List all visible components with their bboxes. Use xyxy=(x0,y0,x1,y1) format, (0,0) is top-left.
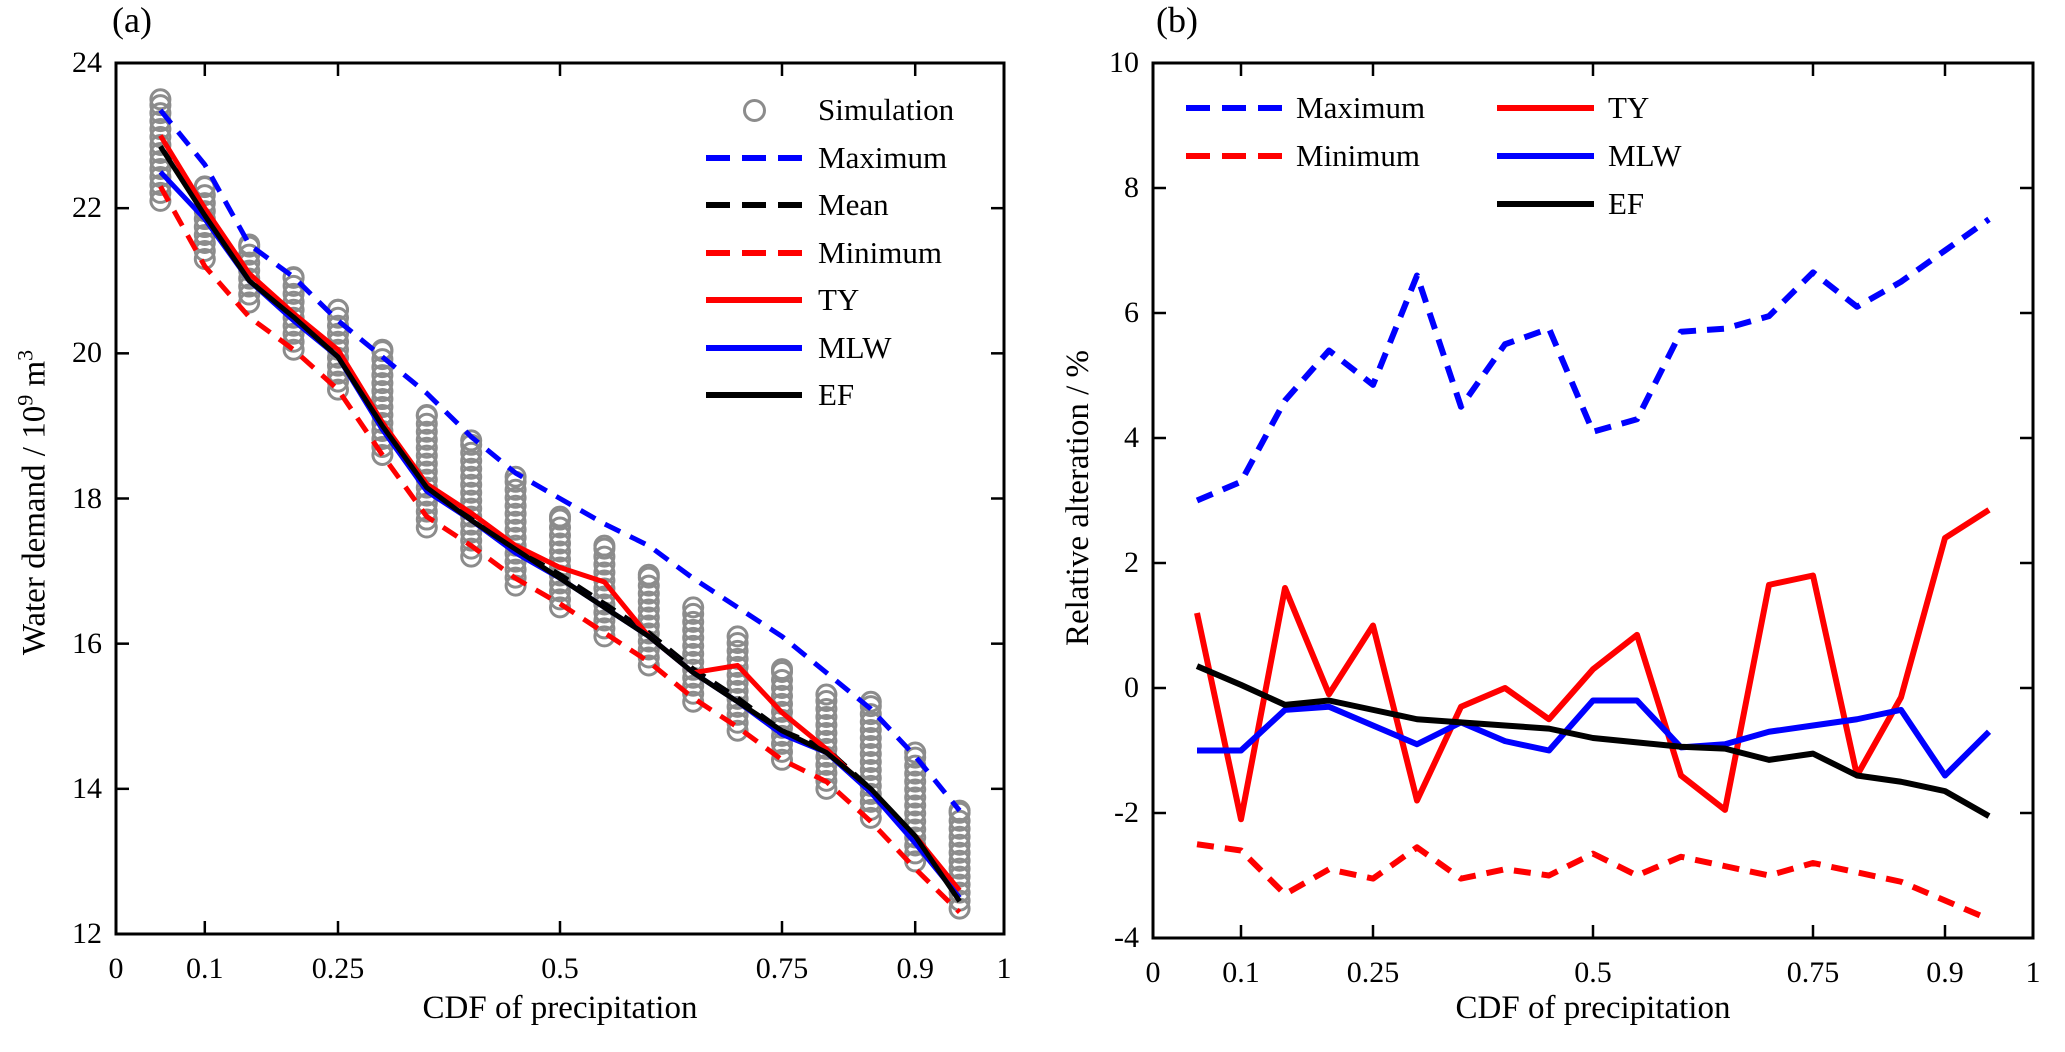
panel-a-xtick-0.75: 0.75 xyxy=(755,952,809,985)
legend-a-item-simulation: Simulation xyxy=(706,87,954,133)
panel-b-ytick-0: 0 xyxy=(1124,671,1139,704)
solid-line-icon xyxy=(1497,153,1594,159)
panel-b-xtick-0.9: 0.9 xyxy=(1926,956,1964,989)
panel-b-xtick-0.1: 0.1 xyxy=(1222,956,1260,989)
solid-line-icon xyxy=(706,344,802,351)
panel-a-xtick-0: 0 xyxy=(108,952,124,985)
panel-b-ytick--4: -4 xyxy=(1114,921,1139,954)
panel-b-xtick-0.5: 0.5 xyxy=(1574,956,1612,989)
series-mlw-panel-b xyxy=(1197,697,1992,779)
legend-a-item-ty: TY xyxy=(706,277,859,323)
panel-a-xtick-1: 1 xyxy=(996,952,1012,985)
panel-a-xtick-0.25: 0.25 xyxy=(311,952,365,985)
panel-a-ytick-24: 24 xyxy=(72,46,102,79)
panel-a-ytick-12: 12 xyxy=(72,917,102,950)
panel-b-ytick-8: 8 xyxy=(1124,171,1139,204)
panel-a-ytick-16: 16 xyxy=(72,626,102,660)
panel-a-ytick-14: 14 xyxy=(72,771,102,805)
legend-a-item-mlw: MLW xyxy=(706,325,891,371)
series-ty-panel-b xyxy=(1194,507,1991,823)
legend-a-item-minimum-label: Minimum xyxy=(818,234,943,270)
series-ef-panel-a xyxy=(158,145,962,903)
legend-a-item-mean: Mean xyxy=(706,182,889,228)
series-minimum-panel-b xyxy=(1196,841,1991,923)
legend-b-item-ef: EF xyxy=(1497,181,1644,227)
series-minimum-panel-a xyxy=(158,185,962,915)
panel-b-xtick-0.75: 0.75 xyxy=(1786,956,1840,989)
solid-line-icon xyxy=(1497,201,1594,207)
legend-b-item-minimum-label: Minimum xyxy=(1296,138,1421,173)
legend-b-item-ty-label: TY xyxy=(1608,90,1650,125)
panel-b-ytick--2: -2 xyxy=(1114,796,1139,829)
panel-a-ytick-22: 22 xyxy=(72,191,102,225)
panel-b-ytick-4: 4 xyxy=(1124,421,1139,454)
legend-b-item-maximum-label: Maximum xyxy=(1296,90,1426,125)
legend-b-item-ef-label: EF xyxy=(1608,186,1645,221)
legend-a-item-ef: EF xyxy=(706,372,854,418)
panel-a-xtick-0.9: 0.9 xyxy=(896,952,934,985)
panel-b-x-axis-label: CDF of precipitation xyxy=(1455,990,1731,1026)
dashed-line-icon xyxy=(1186,153,1282,159)
panel-b-y-axis-label: Relative alteration / % xyxy=(1060,350,1096,646)
panel-b-ytick-6: 6 xyxy=(1124,296,1139,329)
panel-b-title: (b) xyxy=(1156,0,1198,40)
legend-a-item-simulation-label: Simulation xyxy=(818,92,955,127)
solid-line-icon xyxy=(706,297,802,303)
panel-a-ytick-18: 18 xyxy=(72,481,102,515)
panel-a-ylabel-text: Water demand / 10 xyxy=(16,405,53,656)
panel-a-xtick-0.1: 0.1 xyxy=(186,952,224,985)
solid-line-icon xyxy=(1497,105,1594,111)
legend-b-item-maximum: Maximum xyxy=(1186,85,1425,131)
panel-b-xtick-0.25: 0.25 xyxy=(1346,956,1400,989)
panel-a-xtick-0.5: 0.5 xyxy=(541,952,579,985)
legend-a-item-maximum-label: Maximum xyxy=(818,139,948,175)
tick-marks-panel-a xyxy=(114,61,1006,936)
panel-b-xtick-0: 0 xyxy=(1145,956,1161,989)
simulation-circle-icon xyxy=(706,98,802,122)
dashed-line-icon xyxy=(706,202,802,208)
panel-b-ytick-10: 10 xyxy=(1109,46,1139,79)
dashed-line-icon xyxy=(1186,105,1282,111)
legend-a-item-ty-label: TY xyxy=(818,282,860,317)
solid-line-icon xyxy=(706,392,802,398)
legend-a-item-minimum: Minimum xyxy=(706,230,942,276)
panel-a-ylabel-sup9: 9 xyxy=(12,394,38,406)
series-ty-panel-a xyxy=(158,134,962,893)
series-maximum-panel-a xyxy=(158,108,962,813)
legend-b-item-minimum: Minimum xyxy=(1186,133,1420,179)
legend-a-item-mean-label: Mean xyxy=(818,187,889,222)
panel-a-x-axis-label: CDF of precipitation xyxy=(422,990,698,1026)
legend-a-item-mlw-label: MLW xyxy=(818,329,892,365)
tick-marks-panel-b xyxy=(1151,61,2035,940)
series-ef-panel-b xyxy=(1195,663,1991,819)
series-mean-panel-a xyxy=(158,145,962,896)
panel-b-xtick-1: 1 xyxy=(2025,956,2041,989)
dashed-line-icon xyxy=(706,154,802,161)
legend-b-item-mlw: MLW xyxy=(1497,133,1681,179)
legend-a-item-maximum: Maximum xyxy=(706,135,947,181)
panel-a-ytick-20: 20 xyxy=(72,336,102,370)
series-maximum-panel-b xyxy=(1195,216,1991,504)
legend-a-item-ef-label: EF xyxy=(818,377,855,412)
legend-b-item-mlw-label: MLW xyxy=(1608,138,1682,173)
panel-b-ytick-2: 2 xyxy=(1124,546,1139,579)
legend-b-item-ty: TY xyxy=(1497,85,1649,131)
dashed-line-icon xyxy=(706,249,802,256)
panel-a-title: (a) xyxy=(112,0,152,40)
